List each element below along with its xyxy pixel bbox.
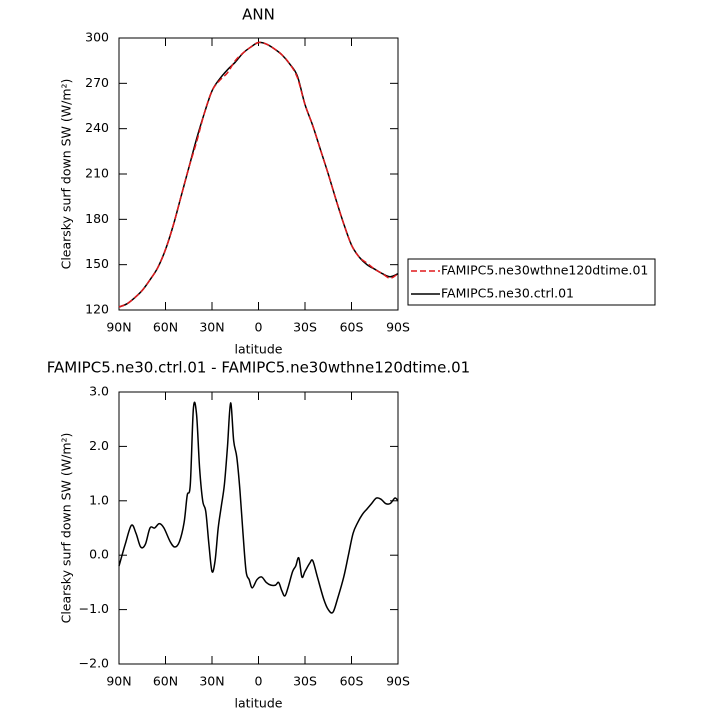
x-tick-label: 0 xyxy=(255,674,263,689)
y-tick-label: −1.0 xyxy=(79,601,109,616)
legend: FAMIPC5.ne30wthne120dtime.01 FAMIPC5.ne30… xyxy=(407,258,656,306)
y-tick-label: 240 xyxy=(85,120,109,135)
panel-title: ANN xyxy=(242,6,275,24)
y-tick-label: 3.0 xyxy=(89,384,109,399)
panel: FAMIPC5.ne30.ctrl.01 - FAMIPC5.ne30wthne… xyxy=(47,359,470,711)
y-tick-label: 0.0 xyxy=(89,547,109,562)
y-tick-label: 120 xyxy=(85,302,109,317)
x-tick-label: 90S xyxy=(386,320,410,335)
y-tick-label: 270 xyxy=(85,75,109,90)
y-axis-label: Clearsky surf down SW (W/m²) xyxy=(59,79,74,270)
panel: ANN latitude Clearsky surf down SW (W/m²) 1… xyxy=(59,6,656,357)
x-tick-label: 30S xyxy=(293,320,317,335)
legend-label: FAMIPC5.ne30.ctrl.01 xyxy=(441,286,574,301)
data-line xyxy=(118,401,399,614)
x-tick-label: 30S xyxy=(293,674,317,689)
x-tick-label: 90N xyxy=(106,674,131,689)
y-tick-label: 1.0 xyxy=(89,492,109,507)
plot-frame xyxy=(118,391,399,665)
data-line xyxy=(118,41,399,308)
legend-label: FAMIPC5.ne30wthne120dtime.01 xyxy=(441,263,648,278)
x-tick-label: 60S xyxy=(340,674,364,689)
x-tick-label: 0 xyxy=(255,320,263,335)
x-tick-label: 60N xyxy=(153,674,178,689)
panel-title: FAMIPC5.ne30.ctrl.01 - FAMIPC5.ne30wthne… xyxy=(47,359,470,377)
y-tick-label: 210 xyxy=(85,166,109,181)
y-axis-label: Clearsky surf down SW (W/m²) xyxy=(59,433,74,624)
plot-frame xyxy=(118,37,399,311)
x-tick-label: 60N xyxy=(153,320,178,335)
x-axis-label: latitude xyxy=(235,696,283,711)
x-tick-label: 30N xyxy=(199,674,224,689)
data-line xyxy=(118,41,399,308)
y-tick-label: 180 xyxy=(85,211,109,226)
x-tick-label: 30N xyxy=(199,320,224,335)
y-tick-label: 300 xyxy=(85,30,109,45)
y-tick-label: 150 xyxy=(85,256,109,271)
y-tick-label: −2.0 xyxy=(79,656,109,671)
x-tick-label: 90N xyxy=(106,320,131,335)
legend-frame xyxy=(407,258,656,306)
x-axis-label: latitude xyxy=(235,342,283,357)
x-tick-label: 90S xyxy=(386,674,410,689)
x-tick-label: 60S xyxy=(340,320,364,335)
y-tick-label: 2.0 xyxy=(89,438,109,453)
